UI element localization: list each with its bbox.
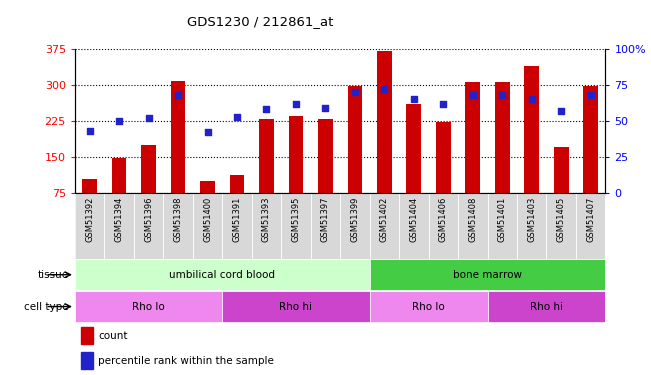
Text: GSM51406: GSM51406 [439, 196, 448, 242]
Text: percentile rank within the sample: percentile rank within the sample [98, 356, 274, 366]
Point [85, 128, 95, 134]
Point [409, 96, 419, 102]
Text: Rho lo: Rho lo [132, 302, 165, 312]
Text: GSM51391: GSM51391 [232, 196, 242, 242]
Text: GSM51407: GSM51407 [586, 196, 595, 242]
Point [261, 106, 271, 112]
Point [320, 105, 331, 111]
Text: tissue: tissue [37, 270, 68, 280]
Bar [465, 82, 480, 193]
Text: GSM51408: GSM51408 [468, 196, 477, 242]
Point [467, 92, 478, 98]
Point [232, 114, 242, 120]
Text: GSM51398: GSM51398 [174, 196, 182, 242]
Point [291, 100, 301, 106]
Bar [583, 86, 598, 193]
Bar [112, 158, 126, 193]
Point [350, 89, 360, 95]
Text: umbilical cord blood: umbilical cord blood [169, 270, 275, 280]
Point [202, 129, 213, 135]
Bar [222, 291, 370, 322]
Bar [141, 145, 156, 193]
Bar [524, 66, 539, 193]
Bar [488, 291, 605, 322]
Text: GSM51401: GSM51401 [498, 196, 506, 242]
Text: GSM51403: GSM51403 [527, 196, 536, 242]
Bar [81, 327, 93, 344]
Text: GSM51396: GSM51396 [144, 196, 153, 242]
Text: GSM51402: GSM51402 [380, 196, 389, 242]
Point [114, 118, 124, 124]
Text: GSM51393: GSM51393 [262, 196, 271, 242]
Bar [318, 118, 333, 193]
Text: GDS1230 / 212861_at: GDS1230 / 212861_at [187, 15, 334, 28]
Bar [436, 122, 450, 193]
Bar [554, 147, 568, 193]
Bar [200, 181, 215, 193]
Bar [81, 352, 93, 369]
Bar [82, 178, 97, 193]
Point [379, 86, 389, 92]
Text: cell type: cell type [23, 302, 68, 312]
Point [143, 115, 154, 121]
Text: GSM51395: GSM51395 [292, 196, 300, 242]
Text: bone marrow: bone marrow [453, 270, 522, 280]
Bar [370, 291, 488, 322]
Bar [230, 176, 244, 193]
Text: Rho hi: Rho hi [530, 302, 563, 312]
Bar [171, 81, 186, 193]
Bar [370, 260, 605, 290]
Bar [495, 82, 510, 193]
Text: GSM51394: GSM51394 [115, 196, 124, 242]
Bar [288, 116, 303, 193]
Point [497, 92, 508, 98]
Bar [259, 118, 274, 193]
Text: count: count [98, 331, 128, 341]
Text: GSM51404: GSM51404 [409, 196, 419, 242]
Bar [75, 291, 222, 322]
Bar [377, 51, 392, 193]
Bar [348, 86, 362, 193]
Text: GSM51397: GSM51397 [321, 196, 330, 242]
Text: GSM51405: GSM51405 [557, 196, 566, 242]
Text: GSM51399: GSM51399 [350, 196, 359, 242]
Bar [406, 104, 421, 193]
Point [527, 96, 537, 102]
Text: GSM51392: GSM51392 [85, 196, 94, 242]
Bar [75, 260, 370, 290]
Point [173, 92, 183, 98]
Point [438, 100, 449, 106]
Text: Rho hi: Rho hi [279, 302, 312, 312]
Point [585, 92, 596, 98]
Point [556, 108, 566, 114]
Text: Rho lo: Rho lo [412, 302, 445, 312]
Text: GSM51400: GSM51400 [203, 196, 212, 242]
